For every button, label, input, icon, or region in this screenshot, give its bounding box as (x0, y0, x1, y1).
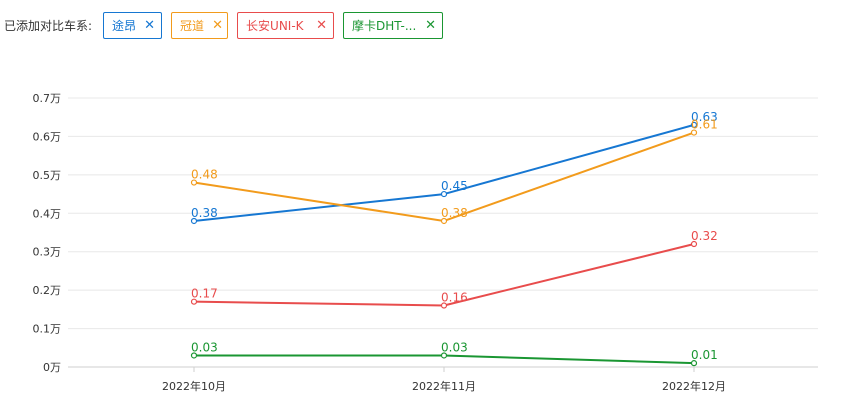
series-3: 0.03 0.03 0.01 (190, 340, 718, 367)
data-label: 0.16 (441, 291, 468, 305)
compare-label: 已添加对比车系: (4, 18, 93, 33)
data-point[interactable] (690, 240, 698, 248)
chip-label: 长安UNI-K (246, 18, 304, 33)
chip-label: 摩卡DHT-... (352, 18, 417, 33)
x-tick-label: 2022年11月 (412, 379, 476, 393)
data-point[interactable] (440, 352, 448, 359)
data-label: 0.01 (691, 348, 718, 362)
data-point[interactable] (190, 298, 198, 305)
data-point[interactable] (440, 302, 448, 309)
series-1: 0.48 0.38 0.61 (190, 118, 718, 225)
data-label: 0.17 (191, 287, 218, 301)
data-label: 0.38 (441, 206, 468, 220)
data-point[interactable] (690, 360, 698, 367)
series-2: 0.17 0.16 0.32 (190, 229, 718, 309)
y-tick-label: 0.4万 (33, 207, 62, 220)
data-label: 0.48 (191, 168, 218, 182)
y-tick-label: 0.2万 (33, 284, 62, 297)
y-tick-label: 0.6万 (33, 130, 62, 143)
y-tick-label: 0万 (43, 361, 61, 374)
grid (68, 97, 818, 368)
data-point[interactable] (190, 352, 198, 359)
x-axis-ticks: 2022年10月 2022年11月 2022年12月 (162, 367, 726, 393)
data-point[interactable] (190, 217, 198, 225)
close-icon[interactable]: ✕ (212, 17, 223, 33)
x-tick-label: 2022年10月 (162, 379, 226, 393)
y-tick-label: 0.7万 (33, 92, 62, 105)
data-label: 0.38 (191, 206, 218, 220)
y-axis-ticks: 0万 0.1万 0.2万 0.3万 0.4万 0.5万 0.6万 0.7万 (33, 92, 62, 374)
series-0: 0.38 0.45 0.63 (190, 110, 718, 225)
data-point[interactable] (440, 217, 448, 225)
compare-chip-changan-uni-k[interactable]: 长安UNI-K ✕ (237, 11, 335, 39)
x-tick-label: 2022年12月 (662, 379, 726, 393)
data-label: 0.45 (441, 179, 468, 193)
compare-chip-guandao[interactable]: 冠道 ✕ (171, 11, 229, 39)
data-label: 0.61 (691, 118, 718, 132)
data-label: 0.32 (691, 229, 718, 243)
y-tick-label: 0.3万 (33, 246, 62, 259)
close-icon[interactable]: ✕ (316, 17, 328, 33)
close-icon[interactable]: ✕ (425, 17, 437, 33)
chip-label: 途昂 (112, 18, 137, 33)
data-label: 0.03 (191, 340, 218, 354)
compare-chip-mocha-dht[interactable]: 摩卡DHT-... ✕ (343, 11, 444, 39)
compare-chip-tuang[interactable]: 途昂 ✕ (103, 11, 163, 39)
data-point[interactable] (440, 190, 448, 198)
data-point[interactable] (190, 179, 198, 186)
data-label: 0.63 (691, 110, 718, 124)
data-point[interactable] (690, 121, 698, 129)
close-icon[interactable]: ✕ (144, 17, 156, 33)
y-tick-label: 0.5万 (33, 169, 62, 182)
chip-label: 冠道 (180, 18, 205, 33)
y-tick-label: 0.1万 (33, 323, 62, 336)
data-label: 0.03 (441, 340, 468, 354)
compare-bar: 已添加对比车系: 途昂 ✕ 冠道 ✕ 长安UNI-K ✕ 摩卡DHT-... ✕ (4, 11, 444, 39)
data-point[interactable] (690, 129, 698, 136)
series: 0.38 0.45 0.63 0.48 0.38 0.61 0.17 0.16 0.32 0.03… (190, 110, 718, 367)
